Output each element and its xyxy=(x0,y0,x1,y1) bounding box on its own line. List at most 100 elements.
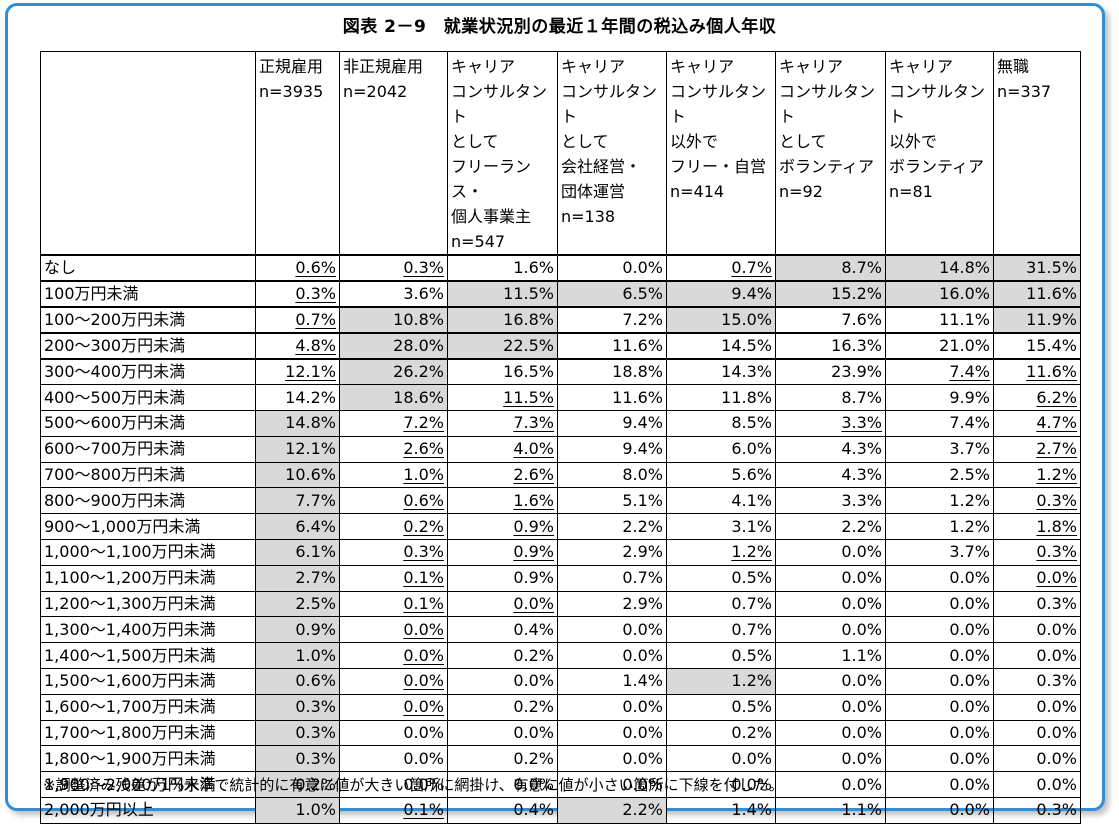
value-cell: 0.4% xyxy=(447,797,558,824)
row-label: 1,200～1,300万円未満 xyxy=(40,590,256,618)
value-text: 1.2% xyxy=(949,490,990,510)
value-cell: 0.0% xyxy=(775,693,886,721)
value-text: 11.6% xyxy=(1026,362,1077,382)
value-cell: 7.2% xyxy=(339,410,448,437)
value-text: 2.6% xyxy=(403,439,444,459)
value-cell: 0.9% xyxy=(447,513,558,541)
value-text: 14.8% xyxy=(285,413,336,433)
value-text: 0.7% xyxy=(295,310,336,329)
row-label: 1,800～1,900万円未満 xyxy=(40,745,256,773)
value-text: 0.3% xyxy=(295,723,336,743)
value-text: 0.0% xyxy=(622,748,663,768)
value-cell: 4.3% xyxy=(775,435,886,463)
value-text: 0.2% xyxy=(403,516,444,536)
value-cell: 1.0% xyxy=(255,642,340,670)
value-text: 0.0% xyxy=(949,748,990,768)
value-cell: 26.2% xyxy=(339,358,448,386)
value-cell: 11.6% xyxy=(557,332,667,360)
value-cell: 14.5% xyxy=(666,332,776,360)
value-cell: 0.3% xyxy=(255,719,340,747)
value-text: 7.3% xyxy=(513,413,554,433)
value-text: 11.6% xyxy=(1026,284,1077,303)
column-header-line: 以外で xyxy=(889,132,938,151)
value-cell: 28.0% xyxy=(339,332,448,360)
value-text: 0.0% xyxy=(949,671,990,691)
value-cell: 15.0% xyxy=(666,306,776,334)
value-cell: 0.2% xyxy=(666,719,776,747)
table-row: 1,700～1,800万円未満 0.3% 0.0% 0.0% 0.0% 0.2% 0.0% 0… xyxy=(40,719,1081,747)
column-header-line: キャリア xyxy=(451,57,516,76)
value-cell: 0.0% xyxy=(885,564,994,592)
value-cell: 0.0% xyxy=(557,693,667,721)
value-text: 0.3% xyxy=(295,284,336,303)
row-label: 1,300～1,400万円未満 xyxy=(40,616,256,644)
value-text: 0.0% xyxy=(513,723,554,743)
value-cell: 11.6% xyxy=(993,280,1081,308)
value-text: 12.1% xyxy=(285,362,336,382)
value-text: 3.1% xyxy=(731,516,772,536)
value-text: 0.0% xyxy=(1036,723,1077,743)
value-text: 1.0% xyxy=(295,800,336,820)
value-text: 10.8% xyxy=(393,310,444,329)
value-text: 0.0% xyxy=(622,697,663,717)
value-text: 0.6% xyxy=(403,490,444,510)
value-text: 0.3% xyxy=(1036,671,1077,691)
column-header-line: n=81 xyxy=(889,182,933,201)
value-text: 5.6% xyxy=(731,465,772,485)
value-text: 4.3% xyxy=(841,465,882,485)
value-cell: 2.6% xyxy=(339,435,448,463)
value-text: 15.4% xyxy=(1026,336,1077,355)
row-label: なし xyxy=(40,254,256,282)
value-text: 0.0% xyxy=(841,568,882,588)
row-label: 400～500万円未満 xyxy=(40,384,256,412)
value-cell: 0.0% xyxy=(885,668,994,695)
value-text: 0.0% xyxy=(622,619,663,639)
value-text: 0.3% xyxy=(403,258,444,277)
table-row: 1,000～1,100万円未満 6.1% 0.3% 0.9% 2.9% 1.2% 0.0% 3… xyxy=(40,539,1081,566)
value-cell: 0.0% xyxy=(993,564,1081,592)
value-text: 14.3% xyxy=(721,362,772,382)
value-text: 0.0% xyxy=(622,645,663,665)
value-cell: 6.1% xyxy=(255,539,340,566)
value-cell: 0.0% xyxy=(339,668,448,695)
row-label: 900～1,000万円未満 xyxy=(40,513,256,541)
value-cell: 0.0% xyxy=(557,745,667,773)
value-cell: 0.0% xyxy=(447,590,558,618)
value-cell: 2.9% xyxy=(557,539,667,566)
value-cell: 7.2% xyxy=(557,306,667,334)
table-row: 100万円未満 0.3% 3.6% 11.5% 6.5% 9.4% 15.2% 16.0% 11… xyxy=(40,280,1081,308)
value-text: 3.3% xyxy=(841,413,882,433)
value-text: 8.7% xyxy=(841,387,882,407)
value-cell: 3.6% xyxy=(339,280,448,308)
value-text: 16.5% xyxy=(503,362,554,382)
value-text: 0.0% xyxy=(1036,645,1077,665)
value-text: 0.1% xyxy=(403,568,444,588)
column-header-line: n=2042 xyxy=(343,82,408,101)
value-cell: 8.7% xyxy=(775,384,886,412)
column-header-line: キャリア xyxy=(561,57,626,76)
value-text: 1.4% xyxy=(622,671,663,691)
value-cell: 16.0% xyxy=(885,280,994,308)
table-row: 800～900万円未満 7.7% 0.6% 1.6% 5.1% 4.1% 3.3% 1.2% 0… xyxy=(40,487,1081,515)
value-text: 18.6% xyxy=(393,387,444,407)
column-header-line: 無職 xyxy=(997,57,1030,76)
value-cell: 3.3% xyxy=(775,487,886,515)
value-cell: 0.2% xyxy=(447,693,558,721)
value-text: 5.1% xyxy=(622,490,663,510)
value-text: 2.2% xyxy=(841,516,882,536)
row-label: 1,100～1,200万円未満 xyxy=(40,564,256,592)
value-text: 0.9% xyxy=(513,542,554,562)
value-cell: 11.5% xyxy=(447,384,558,412)
value-text: 0.3% xyxy=(1036,800,1077,820)
value-cell: 1.2% xyxy=(666,668,776,695)
value-cell: 0.0% xyxy=(993,693,1081,721)
value-cell: 0.0% xyxy=(339,745,448,773)
value-text: 0.0% xyxy=(949,697,990,717)
value-text: 0.0% xyxy=(403,645,444,665)
value-text: 10.6% xyxy=(285,465,336,485)
value-text: 6.2% xyxy=(1036,387,1077,407)
value-cell: 18.6% xyxy=(339,384,448,412)
row-label: 1,600～1,700万円未満 xyxy=(40,693,256,721)
value-cell: 10.6% xyxy=(255,461,340,489)
value-text: 4.3% xyxy=(841,439,882,459)
